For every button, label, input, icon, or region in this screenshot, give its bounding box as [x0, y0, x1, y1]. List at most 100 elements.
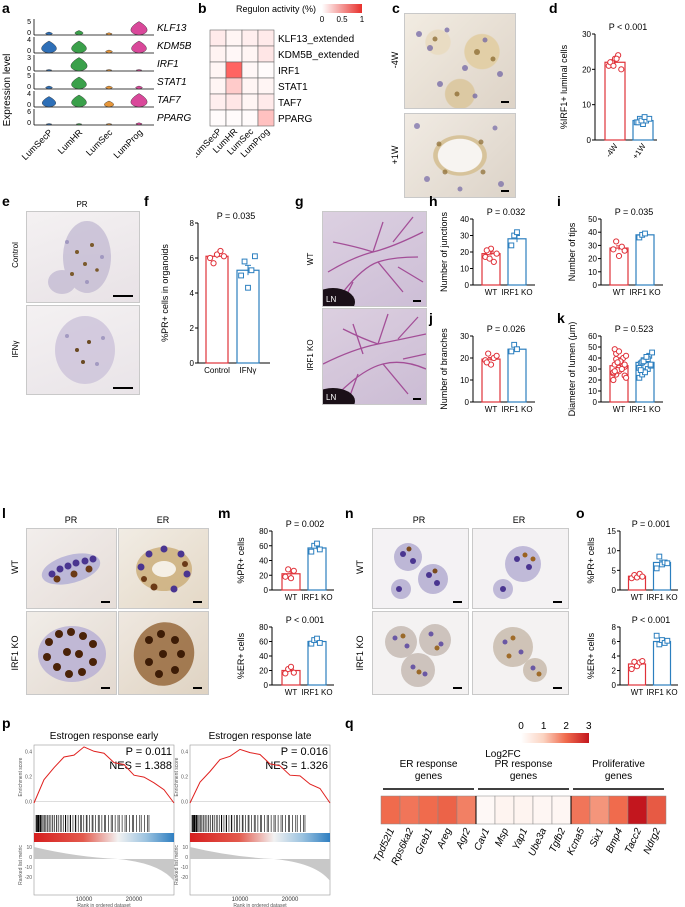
panel-f-y-tick-label: 8	[190, 219, 195, 228]
panel-p-rm-tick: 0	[29, 855, 32, 861]
panel-e-micrograph-ifng	[26, 305, 140, 395]
panel-j-data-point	[493, 352, 500, 359]
panel-h-y-tick-label: 40	[460, 215, 469, 224]
panel-p-es-tick: 0.2	[181, 775, 188, 781]
panel-c-label-minus4w: -4W	[390, 51, 400, 68]
panel-a-tick: 5	[27, 73, 31, 80]
panel-a-violin	[74, 30, 84, 36]
panel-q-group-label-line1: PR response	[495, 759, 553, 770]
panel-p-x-tick: 20000	[282, 897, 299, 903]
panel-a-tick: 0	[27, 120, 31, 127]
panel-q-heat-cell	[608, 795, 629, 825]
panel-p-hit-bars	[35, 815, 150, 832]
panel-o-top-y-tick-label: 0	[612, 586, 617, 595]
panel-g-ln-label-wt: LN	[326, 295, 336, 304]
panel-l-micrograph-wt-er	[118, 528, 209, 609]
panel-k-data-point	[614, 359, 621, 366]
panel-f-data-point	[206, 254, 214, 262]
panel-o-bottom-y-label: %ER+ cells	[586, 632, 596, 679]
panel-p-pvalue: P = 0.016	[281, 746, 328, 758]
panel-p-rank-gradient	[190, 833, 330, 842]
panel-k-data-point	[621, 361, 628, 368]
panel-c-micrograph-plus1w	[404, 113, 516, 198]
panel-g-ln-label-ko: LN	[326, 393, 336, 402]
panel-m-top-data-point	[287, 575, 295, 582]
panel-d-bar-chart: d 0 10 20 30 %IRF1+ luminal cells P < 0.001 -4W…	[549, 0, 657, 161]
panel-m-top-p-value: P = 0.002	[286, 519, 325, 529]
panel-o-bottom-y-tick-label: 6	[612, 638, 617, 647]
panel-i-x-label: IRF1 KO	[629, 288, 660, 297]
panel-b-heat-cell	[241, 45, 259, 63]
panel-m-bottom-y-label: %ER+ cells	[236, 632, 246, 679]
panel-h-y-tick-label: 0	[465, 281, 470, 290]
panel-f-data-point	[252, 253, 258, 260]
panel-m-bottom-y-tick-label: 40	[259, 652, 268, 661]
panel-b-heat-cell	[209, 77, 227, 95]
panel-e-labels: e PR Control IFNγ	[2, 193, 88, 357]
panel-l-row-label-wt: WT	[10, 560, 20, 574]
panel-q-heat-cell	[418, 795, 439, 825]
panel-c-label-plus1w: +1W	[390, 145, 400, 164]
panel-b-heat-cell	[257, 109, 275, 127]
panel-k-y-label: Diameter of lumen (μm)	[567, 322, 577, 417]
panel-p-rm-tick: -10	[25, 865, 32, 871]
panel-e-letter: e	[2, 193, 10, 209]
panel-l-row-label-ko: IRF1 KO	[10, 635, 20, 670]
panel-h-p-value: P = 0.032	[487, 207, 526, 217]
panel-h-chart: 0 10 20 30 40 Number of junctions P = 0.032 WT I…	[439, 207, 535, 297]
panel-g-letter: g	[295, 193, 304, 209]
panel-a-tick: 6	[27, 109, 31, 116]
panel-f-data-point	[220, 253, 228, 260]
panel-q-group-label-line2: genes	[605, 771, 632, 782]
panel-h-y-label: Number of junctions	[439, 211, 449, 292]
panel-q-heat-cell	[380, 795, 401, 825]
panel-d-data-point	[646, 115, 653, 122]
panel-b-title: Regulon activity (%)	[236, 4, 316, 14]
panel-k-data-point	[649, 349, 655, 356]
panel-a-cluster-label: LumProg	[112, 127, 145, 160]
panel-a-violin	[136, 69, 142, 72]
panel-m-bottom-data-point	[282, 670, 289, 677]
panel-q-heat-cell	[589, 795, 610, 825]
panel-p-frame	[33, 744, 175, 896]
panel-e-micrograph-control	[26, 211, 140, 303]
panel-o-top-y-label: %PR+ cells	[586, 537, 596, 584]
panel-q-heat-cell	[646, 795, 667, 825]
panel-p-rm-tick: -20	[181, 875, 188, 881]
panel-o-top-x-label: WT	[631, 593, 644, 602]
panel-d-letter: d	[549, 0, 558, 16]
panel-i-data-point	[613, 238, 620, 245]
panel-k-chart: 0 10 20 30 40 50 60 Diameter of lumen (μm) P = 0…	[567, 322, 663, 417]
panel-a-cluster-label: LumSecP	[20, 127, 55, 162]
panel-a-violin	[76, 123, 82, 126]
panel-k-data-point	[637, 367, 644, 374]
panel-m-top-y-tick-label: 40	[259, 557, 268, 566]
panel-q-gene-label: Msp	[493, 826, 511, 848]
panel-m-top-chart: 0 20 40 60 80 %PR+ cells P = 0.002 WT IRF1 KO	[236, 519, 334, 602]
panel-j-x-label: WT	[485, 405, 498, 414]
panel-q-heat-cell	[399, 795, 420, 825]
panel-p-rm-tick: 0	[185, 855, 188, 861]
panel-b-heat-cell	[257, 77, 275, 95]
panel-o-top-p-value: P = 0.001	[632, 519, 671, 529]
panel-o-top-data-point	[639, 573, 646, 580]
panel-q-gene-label: Areg	[435, 826, 455, 851]
panel-d-data-point	[610, 62, 617, 69]
panel-p-x-label: Rank in ordered dataset	[233, 903, 287, 907]
panel-q-group-label-line1: ER response	[400, 759, 458, 770]
panel-o-bottom-y-tick-label: 4	[612, 652, 617, 661]
panel-g-labels: g WT IRF1 KO	[295, 193, 315, 371]
panel-j-letter: j	[428, 310, 433, 326]
panel-a-gene-label: KLF13	[157, 23, 187, 34]
panel-b-heat-cell	[241, 109, 259, 127]
panel-j-y-label: Number of branches	[439, 328, 449, 410]
panel-m-bottom-x-label: IRF1 KO	[301, 688, 332, 697]
panel-n-micrograph-wt-er	[472, 528, 569, 609]
panel-o-bottom-y-tick-label: 0	[612, 681, 617, 690]
panel-b-scale-tick: 0	[320, 15, 325, 24]
panel-m-bottom-y-tick-label: 0	[264, 681, 269, 690]
panel-b-heat-cell	[241, 29, 259, 47]
panel-o-bottom-chart: 0 2 4 6 8 %ER+ cells P < 0.001 WT IRF1 KO	[586, 615, 678, 697]
